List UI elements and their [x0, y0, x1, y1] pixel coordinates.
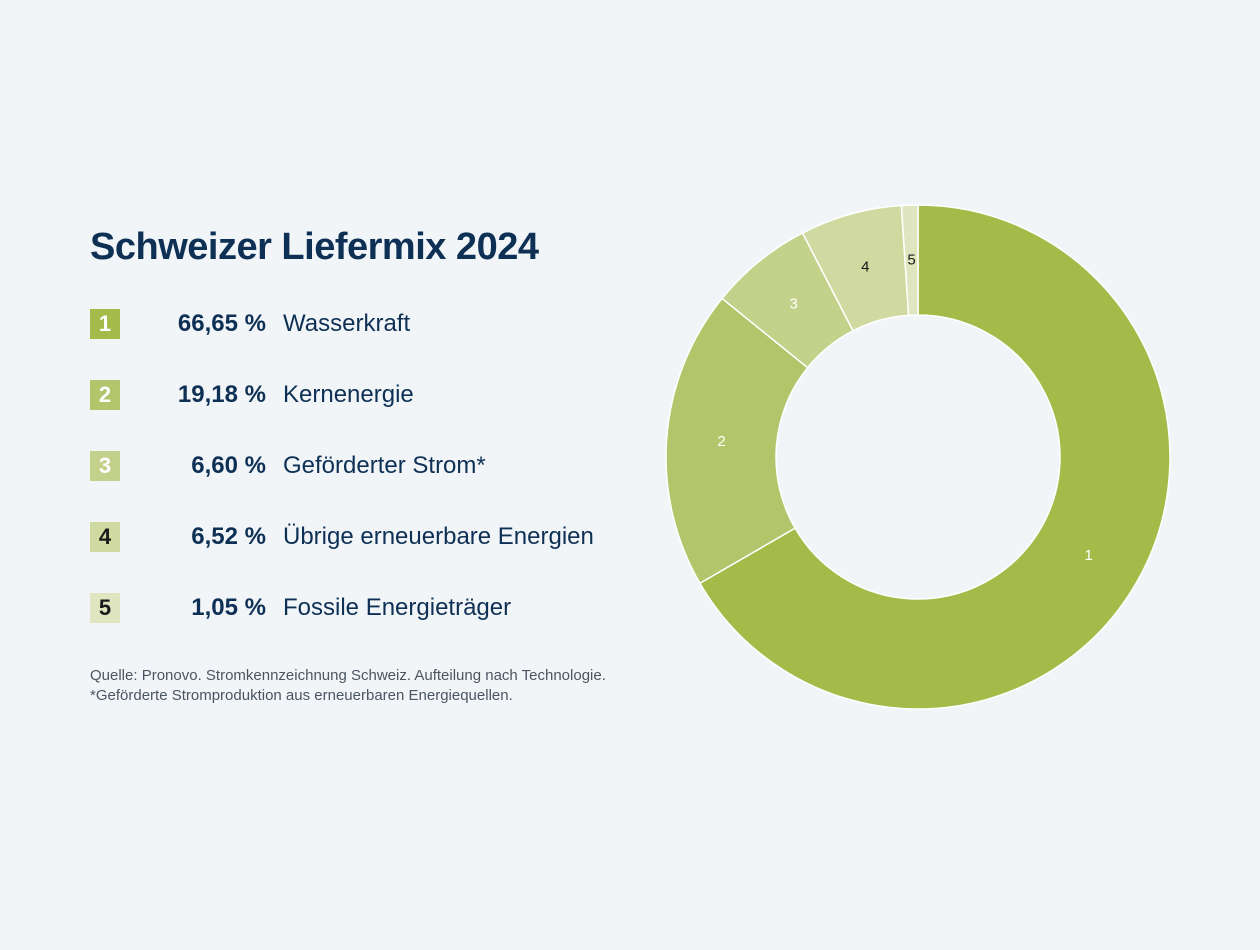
legend-badge: 5	[90, 592, 120, 623]
legend-item-wasserkraft: 1 66,65 % Wasserkraft	[90, 308, 650, 339]
chart-title: Schweizer Liefermix 2024	[90, 226, 539, 268]
legend-label: Geförderter Strom*	[283, 451, 486, 479]
segment-label-5: 5	[907, 252, 915, 269]
footnote-line: *Geförderte Stromproduktion aus erneuerb…	[90, 687, 513, 704]
legend-label: Wasserkraft	[283, 309, 411, 337]
legend-badge: 2	[90, 379, 120, 410]
legend-badge: 3	[90, 450, 120, 481]
segment-label-3: 3	[789, 296, 797, 313]
legend-item-kernenergie: 2 19,18 % Kernenergie	[90, 379, 650, 410]
legend-badge: 4	[90, 521, 120, 552]
legend-item-fossile: 5 1,05 % Fossile Energieträger	[90, 592, 650, 623]
legend-percent: 6,60 %	[191, 451, 266, 479]
legend-badge: 1	[90, 308, 120, 339]
segment-label-1: 1	[1084, 547, 1092, 564]
donut-segment-5	[900, 204, 919, 317]
legend-item-gefoerderter-strom: 3 6,60 % Geförderter Strom*	[90, 450, 650, 481]
legend-label: Fossile Energieträger	[283, 593, 512, 621]
segment-label-4: 4	[861, 259, 869, 276]
legend-percent: 66,65 %	[177, 309, 266, 337]
legend-item-uebrige-erneuerbare: 4 6,52 % Übrige erneuerbare Energien	[90, 521, 650, 552]
legend-label: Kernenergie	[283, 380, 414, 408]
legend-percent: 1,05 %	[191, 593, 266, 621]
legend-percent: 6,52 %	[191, 522, 266, 550]
source-line: Quelle: Pronovo. Stromkennzeichnung Schw…	[90, 667, 606, 684]
donut-segment-2	[665, 297, 809, 585]
source-note: Quelle: Pronovo. Stromkennzeichnung Schw…	[90, 666, 690, 706]
legend-label: Übrige erneuerbare Energien	[283, 522, 594, 550]
segment-label-2: 2	[717, 433, 725, 450]
donut-segment-1	[698, 204, 1171, 710]
legend: 1 66,65 % Wasserkraft 2 19,18 % Kernener…	[90, 308, 650, 663]
legend-percent: 19,18 %	[177, 380, 266, 408]
